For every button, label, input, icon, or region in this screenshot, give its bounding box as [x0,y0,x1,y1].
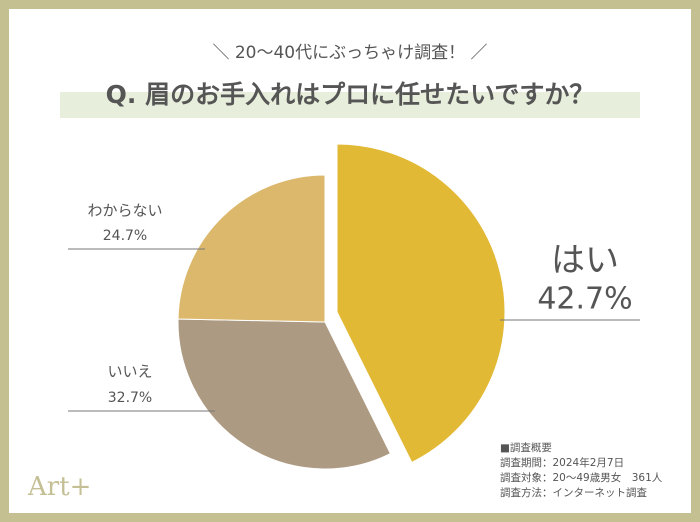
survey-line: 調査対象：20〜49歳男女 361人 [500,471,663,484]
value-label: 24.7% [103,228,147,244]
slice-label: はい [551,241,619,281]
chart-title: Q. 眉のお手入れはプロに任せたいですか？ [106,80,595,109]
survey-line: 調査方法：インターネット調査 [500,486,647,499]
subtitle: ＼ 20〜40代にぶっちゃけ調査！ ／ [212,43,487,63]
title-highlight [60,92,640,118]
slice-label: いいえ [107,363,152,381]
slice-label: わからない [87,202,162,220]
pie-slice [177,318,392,470]
value-label: 32.7% [108,390,152,406]
logo: Art+ [27,472,91,502]
survey-heading: ■調査概要 [500,441,552,454]
pie-slice [336,143,506,464]
value-label: 42.7% [537,282,632,317]
survey-line: 調査期間：2024年2月7日 [500,456,624,469]
pie-slice [177,174,326,323]
